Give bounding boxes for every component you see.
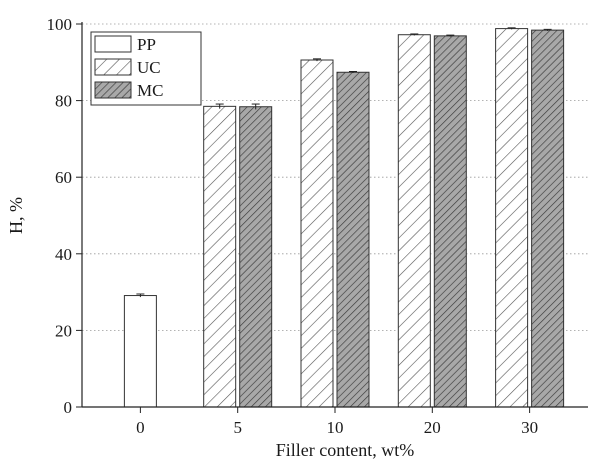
- x-tick-label: 0: [136, 418, 145, 437]
- x-tick-label: 10: [327, 418, 344, 437]
- y-tick-label: 20: [55, 321, 72, 340]
- tick-labels: 0 5 10 20 30 0 20 40 60 80 100: [47, 15, 539, 437]
- bar-pp-0: [123, 295, 157, 408]
- bar-uc-10: [300, 59, 334, 408]
- legend-swatch-uc: [94, 58, 132, 76]
- bar-mc-30: [531, 29, 565, 408]
- bar-mc-5: [239, 106, 273, 408]
- x-tick-label: 30: [521, 418, 538, 437]
- y-tick-label: 40: [55, 245, 72, 264]
- bar-uc-20: [397, 34, 431, 408]
- y-tick-label: 100: [47, 15, 73, 34]
- bar-uc-5: [203, 105, 237, 408]
- x-tick-label: 20: [424, 418, 441, 437]
- bars: [123, 27, 565, 408]
- y-axis-title: H, %: [6, 197, 26, 234]
- y-tick-label: 0: [64, 398, 73, 417]
- axes: [76, 22, 588, 413]
- y-tick-label: 80: [55, 92, 72, 111]
- x-tick-label: 5: [233, 418, 242, 437]
- legend-label-uc: UC: [137, 58, 161, 77]
- bar-uc-30: [495, 28, 529, 408]
- bar-mc-10: [336, 71, 370, 408]
- legend-swatch-pp: [94, 35, 132, 53]
- legend: PP UC MC: [90, 31, 202, 106]
- x-axis-title: Filler content, wt%: [276, 440, 414, 460]
- bar-mc-20: [433, 35, 467, 408]
- legend-label-mc: MC: [137, 81, 163, 100]
- y-tick-label: 60: [55, 168, 72, 187]
- legend-label-pp: PP: [137, 35, 156, 54]
- legend-swatch-mc: [94, 81, 132, 99]
